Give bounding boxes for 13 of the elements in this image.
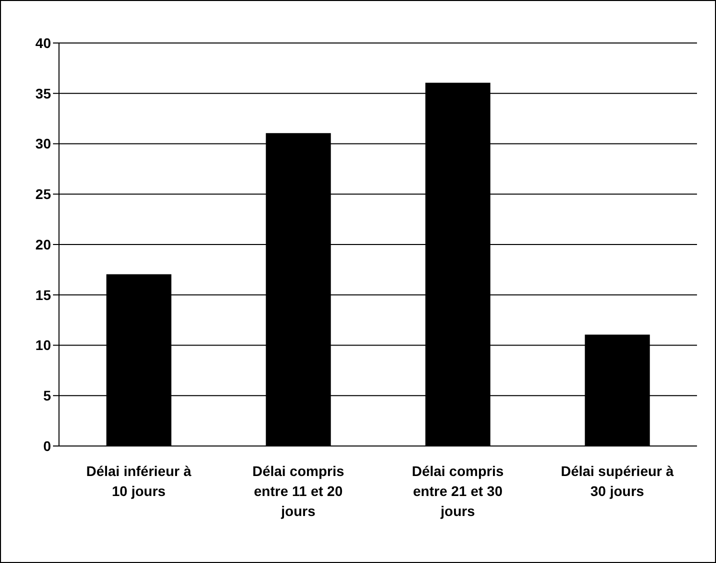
y-tick-label: 0 <box>43 438 52 454</box>
y-tick-label: 10 <box>35 337 52 354</box>
x-tick-label: Délai compris entre 21 et 30 jours <box>412 463 504 519</box>
y-tick-label: 5 <box>43 388 52 404</box>
y-tick-label: 35 <box>35 85 52 102</box>
x-tick-label: Délai inférieur à 10 jours <box>86 463 192 499</box>
y-tick-label: 15 <box>35 286 52 303</box>
y-tick-label: 30 <box>35 136 52 152</box>
x-tick-label: Délai compris entre 11 et 20 jours <box>252 463 344 519</box>
y-tick-label: 25 <box>35 186 52 202</box>
y-tick-label: 40 <box>35 34 52 51</box>
x-tick-label: Délai supérieur à 30 jours <box>560 463 674 499</box>
y-tick-label: 20 <box>35 236 52 252</box>
